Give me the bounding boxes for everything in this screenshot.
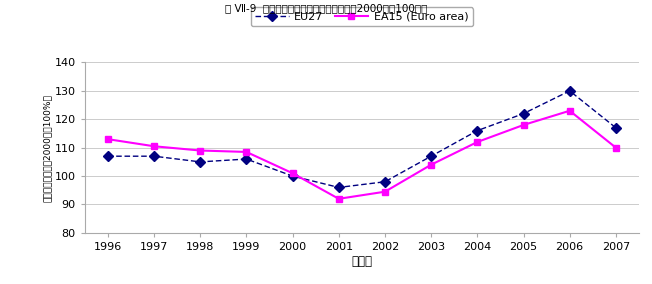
- EA15 (Euro area): [289, 172, 297, 175]
- Y-axis label: 住宅許諾件数比（2000年＝100%）: 住宅許諾件数比（2000年＝100%）: [43, 94, 52, 202]
- EU27: [104, 154, 111, 158]
- EU27: [427, 154, 435, 158]
- EA15 (Euro area): [196, 149, 204, 152]
- EU27: [150, 154, 158, 158]
- EA15 (Euro area): [612, 146, 620, 149]
- EU27: [566, 89, 574, 93]
- X-axis label: 許諾年: 許諾年: [351, 255, 372, 268]
- EA15 (Euro area): [427, 163, 435, 166]
- EU27: [473, 129, 481, 132]
- EA15 (Euro area): [104, 137, 111, 141]
- Legend: EU27, EA15 (Euro area): EU27, EA15 (Euro area): [251, 7, 473, 26]
- EU27: [289, 174, 297, 178]
- EA15 (Euro area): [381, 190, 389, 193]
- EU27: [335, 186, 343, 189]
- EU27: [243, 157, 250, 161]
- EA15 (Euro area): [566, 109, 574, 112]
- EU27: [381, 180, 389, 183]
- EA15 (Euro area): [473, 140, 481, 144]
- EA15 (Euro area): [243, 150, 250, 154]
- Text: 図 Ⅶ-9  欧州新設住宅許諾件数比率推移（2000年＝100％）: 図 Ⅶ-9 欧州新設住宅許諾件数比率推移（2000年＝100％）: [225, 3, 427, 13]
- Line: EU27: EU27: [104, 87, 619, 191]
- EA15 (Euro area): [150, 145, 158, 148]
- EA15 (Euro area): [335, 197, 343, 201]
- EA15 (Euro area): [520, 123, 527, 127]
- Line: EA15 (Euro area): EA15 (Euro area): [104, 107, 619, 202]
- EU27: [196, 160, 204, 164]
- EU27: [612, 126, 620, 130]
- EU27: [520, 112, 527, 115]
